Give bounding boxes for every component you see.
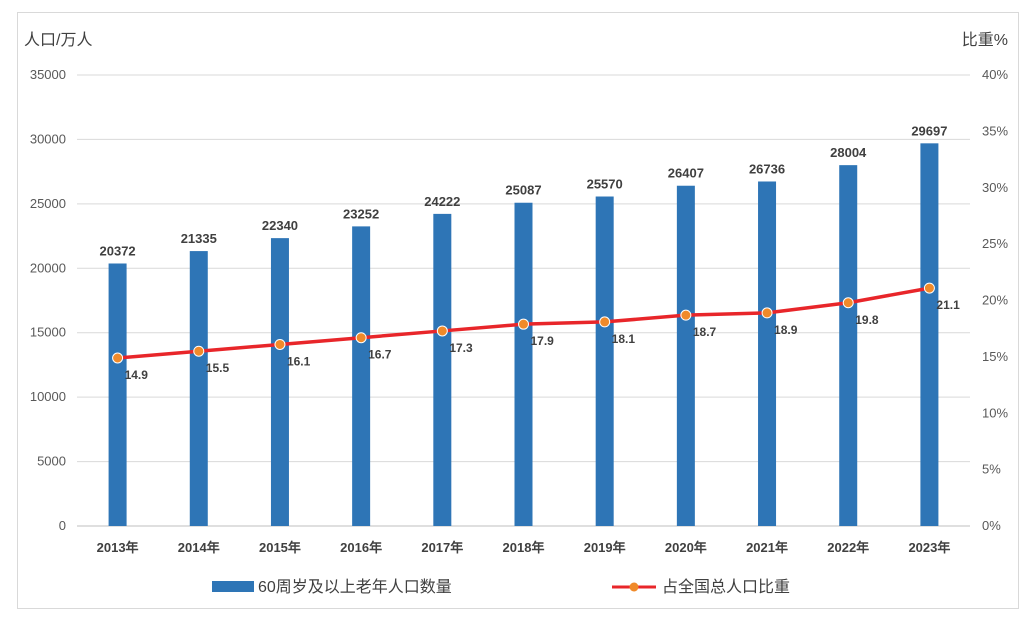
line-marker: [193, 345, 205, 357]
line-marker: [436, 325, 448, 337]
y-tick-label-left: 25000: [30, 196, 66, 211]
line-value-label: 17.9: [531, 334, 555, 348]
line-marker: [923, 282, 935, 294]
bar-value-label: 29697: [911, 123, 947, 138]
x-tick-label: 2015年: [259, 540, 301, 555]
x-axis-ticks: 2013年 2014年 2015年 2016年 2017年 2018年 2019年 2020年…: [97, 540, 951, 555]
y-tick-label-right: 30%: [982, 180, 1008, 195]
y-tick-label-left: 10000: [30, 389, 66, 404]
line-value-label: 15.5: [206, 361, 230, 375]
y-tick-label-left: 30000: [30, 131, 66, 146]
line-value-label: 16.7: [368, 348, 392, 362]
bar: [189, 251, 208, 526]
bar-value-label: 26407: [668, 166, 704, 181]
bar: [595, 196, 614, 527]
line-data-labels: 14.9 15.5 16.1 16.7 17.3 17.9 18.1 18.7 18.9 19.8…: [125, 298, 960, 382]
bar: [839, 165, 858, 527]
bar-value-label: 24222: [424, 194, 460, 209]
line-marker: [112, 352, 124, 364]
y-tick-label-left: 15000: [30, 325, 66, 340]
line-value-label: 18.9: [774, 323, 798, 337]
y-tick-label-right: 35%: [982, 123, 1008, 138]
bar: [920, 143, 939, 526]
y-tick-label-left: 5000: [37, 454, 66, 469]
line-value-label: 17.3: [449, 341, 473, 355]
right-axis-ticks: 0% 5% 10% 15% 20% 25% 30% 35% 40%: [982, 67, 1008, 533]
bar-value-label: 25087: [505, 183, 541, 198]
y-tick-label-right: 10%: [982, 405, 1008, 420]
bar: [352, 226, 371, 526]
line-value-label: 14.9: [125, 368, 149, 382]
y-tick-label-right: 5%: [982, 462, 1001, 477]
y-tick-label-right: 40%: [982, 67, 1008, 82]
legend-line-label: 占全国总人口比重: [662, 578, 790, 596]
bar-value-label: 28004: [830, 145, 867, 160]
line-value-label: 21.1: [936, 298, 960, 312]
x-tick-label: 2018年: [503, 540, 545, 555]
bar-value-label: 21335: [181, 231, 217, 246]
bar-value-label: 22340: [262, 218, 298, 233]
x-tick-label: 2016年: [340, 540, 382, 555]
x-tick-label: 2023年: [908, 540, 950, 555]
y-tick-label-right: 0%: [982, 518, 1001, 533]
line-value-label: 16.1: [287, 354, 311, 368]
y-tick-label-right: 25%: [982, 236, 1008, 251]
line-marker: [761, 307, 773, 319]
x-tick-label: 2019年: [584, 540, 626, 555]
line-marker: [680, 309, 692, 321]
line-marker: [355, 332, 367, 344]
y-tick-label-right: 15%: [982, 349, 1008, 364]
x-tick-label: 2013年: [97, 540, 139, 555]
chart-frame: [17, 12, 1019, 609]
bar-value-label: 25570: [587, 177, 623, 192]
bar: [758, 181, 777, 526]
line-marker: [518, 318, 529, 330]
y-tick-label-left: 0: [59, 518, 66, 533]
x-tick-label: 2014年: [178, 540, 220, 555]
bar-value-label: 23252: [343, 206, 379, 221]
line-value-label: 18.7: [693, 325, 717, 339]
legend-bar-swatch: [212, 581, 254, 592]
line-marker: [274, 338, 286, 350]
y-tick-label-left: 35000: [30, 67, 66, 82]
legend: 60周岁及以上老年人口数量 占全国总人口比重: [212, 578, 790, 596]
line-series: [112, 282, 935, 364]
line-marker: [842, 297, 854, 309]
right-axis-title: 比重%: [962, 31, 1008, 49]
legend-bar-label: 60周岁及以上老年人口数量: [258, 578, 452, 596]
bar: [270, 238, 289, 526]
bar: [433, 213, 452, 526]
line-marker: [599, 316, 611, 328]
x-tick-label: 2021年: [746, 540, 788, 555]
bar: [108, 263, 127, 526]
left-axis-title: 人口/万人: [24, 31, 92, 49]
bar: [676, 185, 695, 527]
line-value-label: 18.1: [612, 332, 636, 346]
bar: [514, 202, 533, 526]
y-tick-label-left: 20000: [30, 260, 66, 275]
left-axis-ticks: 0 5000 10000 15000 20000 25000 30000 35000: [30, 67, 66, 533]
bar-data-labels: 20372 21335 22340 23252 24222 25087 25570 26407…: [100, 123, 948, 258]
line-value-label: 19.8: [855, 313, 879, 327]
x-tick-label: 2022年: [827, 540, 869, 555]
bar-series: [108, 143, 939, 527]
x-tick-label: 2017年: [421, 540, 463, 555]
x-tick-label: 2020年: [665, 540, 707, 555]
bar-value-label: 26736: [749, 161, 785, 176]
y-tick-label-right: 20%: [982, 293, 1008, 308]
legend-line-marker: [629, 582, 639, 592]
bar-value-label: 20372: [100, 243, 136, 258]
